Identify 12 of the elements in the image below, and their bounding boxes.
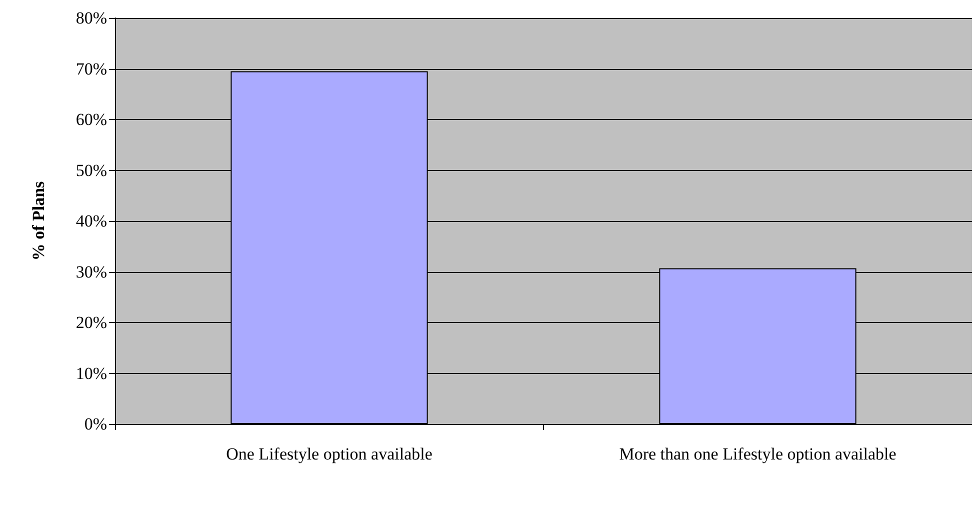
y-tick-label: 10% <box>76 364 107 383</box>
y-tick-label: 70% <box>76 59 107 78</box>
y-tick-label: 0% <box>84 414 107 434</box>
y-tick-label: 50% <box>76 160 107 180</box>
y-axis-title: % of Plans <box>29 180 48 261</box>
y-tick-label: 80% <box>76 8 107 28</box>
x-tick-label: More than one Lifestyle option available <box>619 444 896 464</box>
y-tick-label: 30% <box>76 262 107 282</box>
y-tick-label: 40% <box>76 212 107 230</box>
y-tick-label: 20% <box>76 313 107 332</box>
y-tick-label: 60% <box>76 110 107 129</box>
x-tick-label: One Lifestyle option available <box>226 444 432 464</box>
